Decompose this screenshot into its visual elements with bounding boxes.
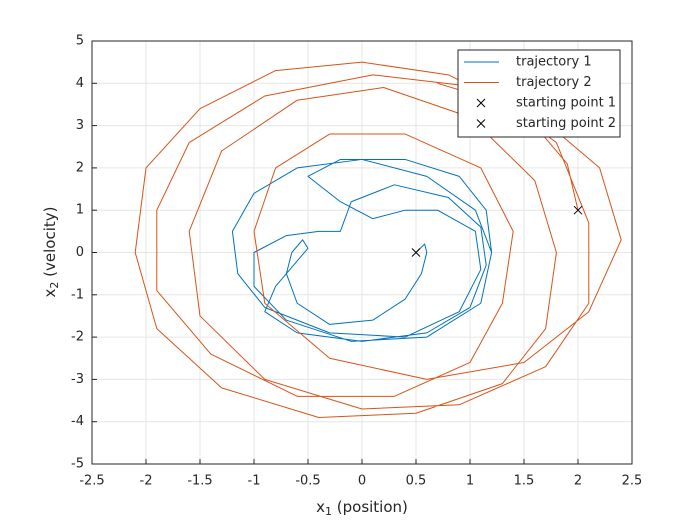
x-tick-label: 0.5 [406,474,427,489]
x-tick-label: 0 [358,474,366,489]
y-tick-label: -4 [71,414,84,429]
y-tick-label: -2 [71,330,84,345]
x-tick-label: -0.5 [295,474,320,489]
axes-box [91,40,633,465]
start-marker [411,248,421,257]
y-tick-label: 1 [76,203,84,218]
x-label-sub: 1 [325,505,332,518]
x-axis-label: x1 (position) [316,498,408,519]
legend-box [457,49,621,138]
marker-cross [411,248,421,257]
legend-label: starting point 1 [516,96,616,111]
trajectory-line [134,61,622,418]
trajectory-line [231,158,493,342]
legend-marker [476,98,486,108]
y-tick-label: -3 [71,372,84,387]
y-tick-label: -1 [71,287,84,302]
x-tick-label: -2 [140,474,153,489]
y-axis-label: x2 (velocity) [41,207,62,298]
x-label-base: x [316,498,325,516]
y-label-sub: 2 [48,282,61,289]
legend-label: starting point 2 [516,116,616,131]
y-label-base: x [41,289,59,298]
y-tick-label: 0 [76,245,84,260]
x-tick-label: -1.5 [187,474,212,489]
marker-cross [573,205,583,215]
x-tick-label: -2.5 [79,474,104,489]
y-tick-label: 3 [76,118,84,133]
x-tick-label: 2 [574,474,582,489]
x-tick-label: 2.5 [622,474,643,489]
y-tick-label: 4 [76,76,84,91]
legend-label: trajectory 1 [516,55,592,70]
y-tick-label: 2 [76,160,84,175]
x-tick-label: 1 [466,474,474,489]
y-tick-label: -5 [71,457,84,472]
start-marker [573,205,583,215]
y-label-rest: (velocity) [41,207,59,282]
x-tick-label: 1.5 [514,474,535,489]
x-tick-label: -1 [248,474,261,489]
legend-label: trajectory 2 [516,75,592,90]
legend: trajectory 1 trajectory 2 starting point 1… [457,49,621,138]
legend-marker [476,119,486,128]
x-label-rest: (position) [332,498,408,516]
y-tick-label: 5 [76,34,84,49]
